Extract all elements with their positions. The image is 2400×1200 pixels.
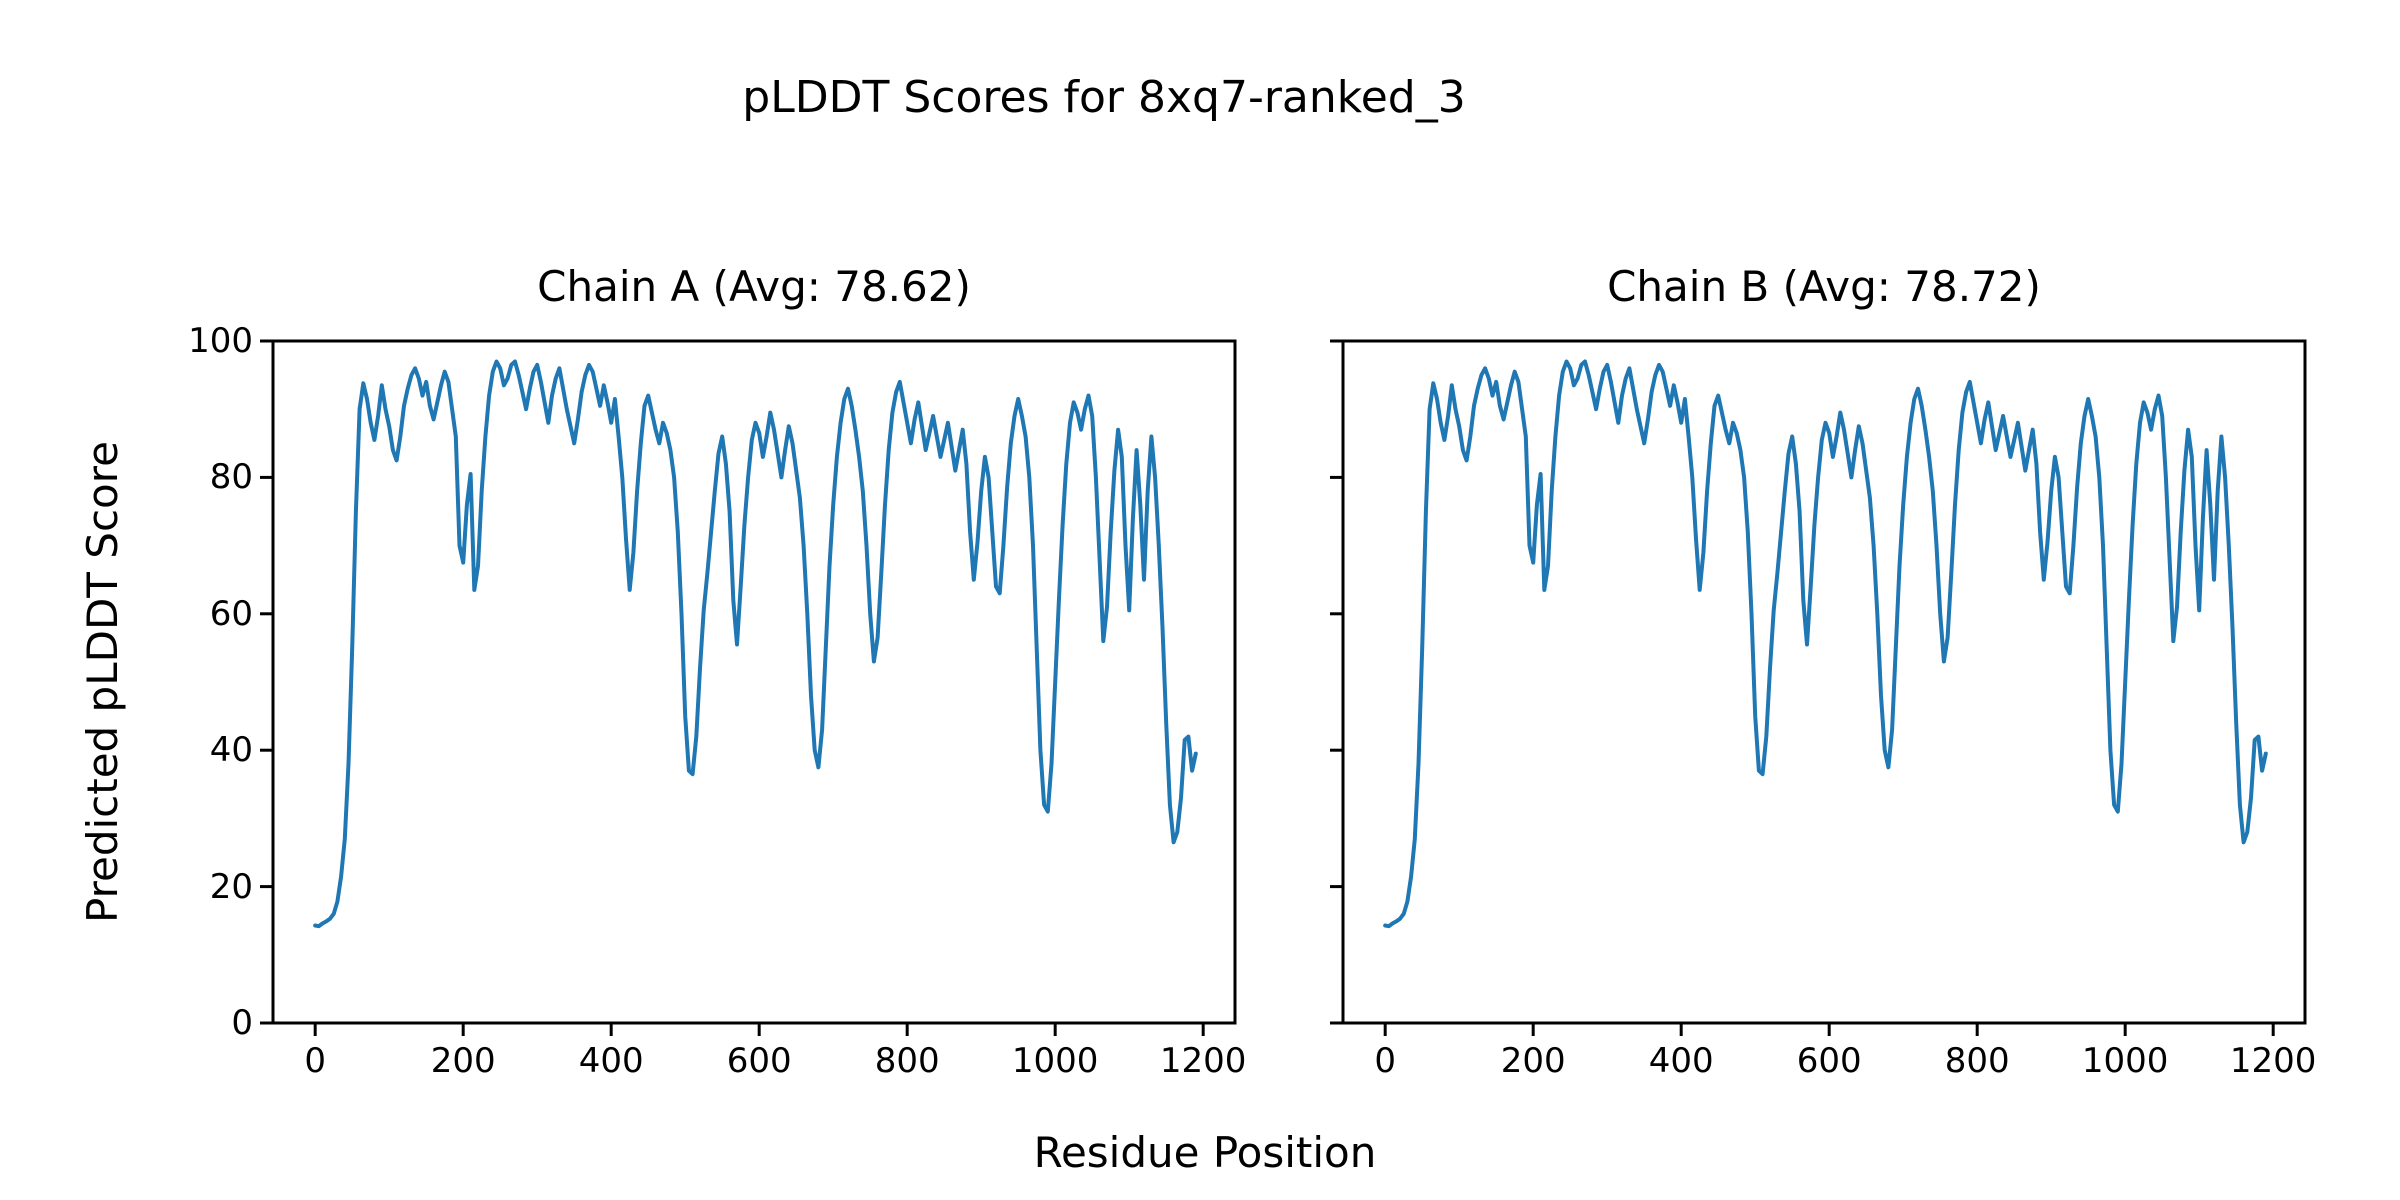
x-tick-label: 800 bbox=[874, 1041, 940, 1081]
x-tick-label: 1200 bbox=[2229, 1041, 2317, 1081]
y-tick-label: 40 bbox=[209, 730, 253, 771]
x-tick-label: 400 bbox=[578, 1041, 644, 1081]
chain-b-title: Chain B (Avg: 78.72) bbox=[1607, 262, 2041, 311]
x-tick-label: 200 bbox=[430, 1041, 496, 1081]
y-axis-label: Predicted pLDDT Score bbox=[77, 441, 127, 923]
y-tick-label: 60 bbox=[209, 593, 253, 634]
chain-a-plot-border bbox=[271, 339, 1237, 1025]
x-tick-label: 1000 bbox=[2081, 1041, 2169, 1081]
x-tick-label: 600 bbox=[1796, 1041, 1862, 1081]
chain-a-title: Chain A (Avg: 78.62) bbox=[537, 262, 971, 311]
chain-a-plddt-line bbox=[313, 359, 1198, 929]
x-tick-label: 0 bbox=[304, 1041, 326, 1081]
figure-title: pLDDT Scores for 8xq7-ranked_3 bbox=[742, 72, 1466, 123]
x-tick-label: 800 bbox=[1944, 1041, 2010, 1081]
chain-b-plddt-line bbox=[1383, 359, 2268, 929]
x-tick-label: 1000 bbox=[1011, 1041, 1099, 1081]
y-tick-label: 100 bbox=[188, 321, 253, 361]
y-tick-label: 80 bbox=[209, 457, 253, 498]
y-tick-label: 20 bbox=[209, 866, 253, 907]
y-tick-label: 0 bbox=[231, 1003, 253, 1043]
chain-b-plot-border bbox=[1341, 339, 2307, 1025]
x-tick-label: 200 bbox=[1500, 1041, 1566, 1081]
x-tick-label: 600 bbox=[726, 1041, 792, 1081]
x-tick-label: 400 bbox=[1648, 1041, 1714, 1081]
x-axis-label: Residue Position bbox=[1033, 1128, 1377, 1177]
x-tick-label: 1200 bbox=[1159, 1041, 1247, 1081]
x-tick-label: 0 bbox=[1374, 1041, 1396, 1081]
